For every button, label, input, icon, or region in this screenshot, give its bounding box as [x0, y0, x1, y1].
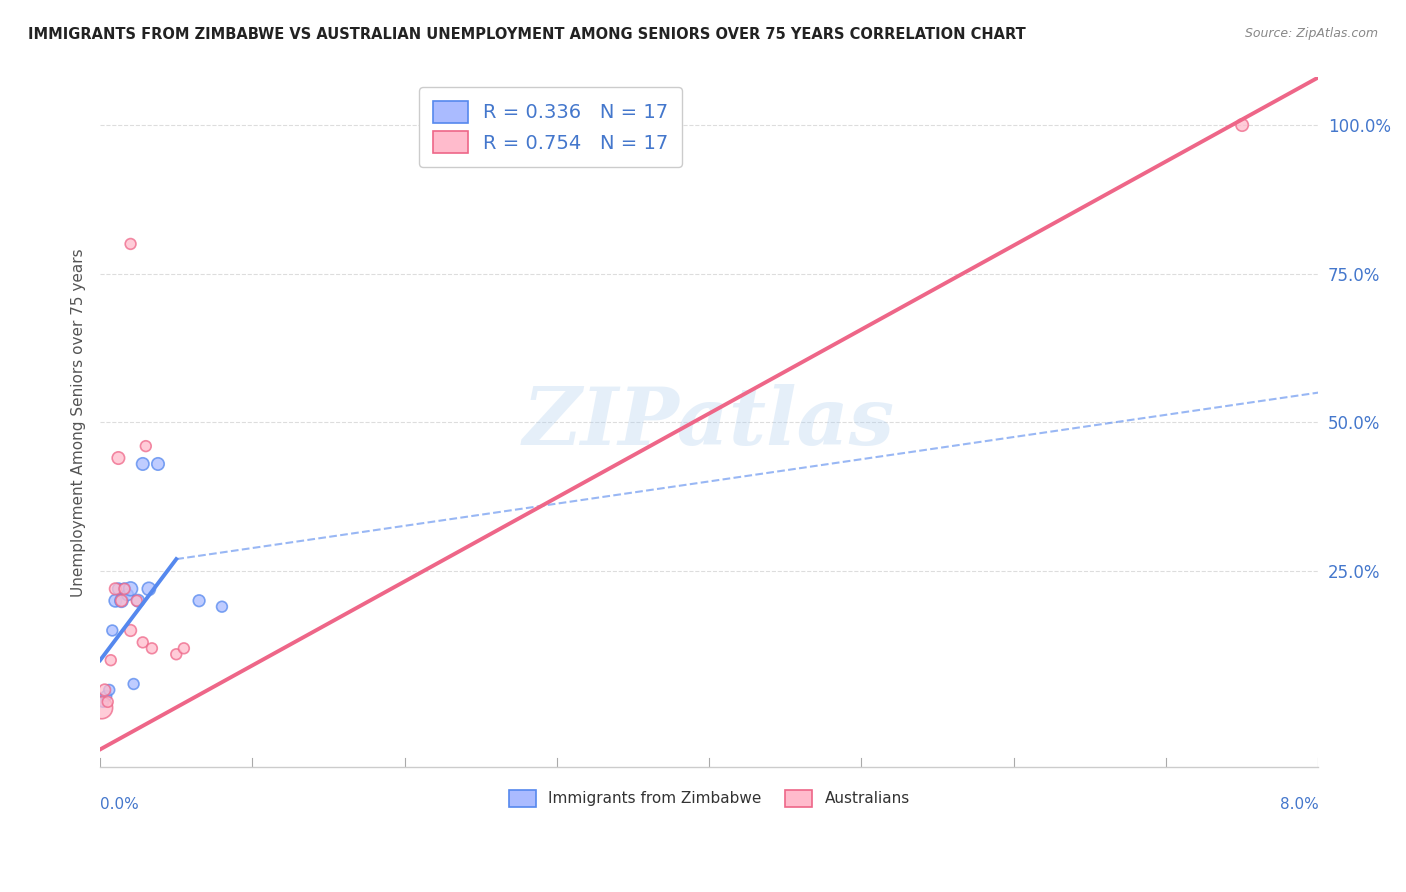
Point	[114, 582, 136, 596]
Point	[211, 599, 233, 614]
Point	[91, 695, 114, 709]
Point	[132, 457, 155, 471]
Point	[110, 593, 132, 607]
Point	[165, 647, 187, 661]
Point	[104, 593, 127, 607]
Point	[138, 582, 160, 596]
Point	[132, 635, 155, 649]
Point	[125, 593, 148, 607]
Y-axis label: Unemployment Among Seniors over 75 years: Unemployment Among Seniors over 75 years	[72, 248, 86, 597]
Point	[107, 450, 129, 465]
Text: 0.0%: 0.0%	[100, 797, 139, 812]
Point	[114, 582, 136, 596]
Point	[101, 624, 124, 638]
Point	[110, 593, 132, 607]
Point	[120, 624, 142, 638]
Text: ZIPatlas: ZIPatlas	[523, 384, 896, 461]
Point	[120, 582, 142, 596]
Point	[90, 700, 112, 714]
Point	[117, 588, 139, 602]
Point	[141, 641, 163, 656]
Point	[97, 695, 120, 709]
Text: IMMIGRANTS FROM ZIMBABWE VS AUSTRALIAN UNEMPLOYMENT AMONG SENIORS OVER 75 YEARS : IMMIGRANTS FROM ZIMBABWE VS AUSTRALIAN U…	[28, 27, 1026, 42]
Point	[188, 593, 211, 607]
Point	[96, 689, 118, 703]
Legend: Immigrants from Zimbabwe, Australians: Immigrants from Zimbabwe, Australians	[501, 782, 917, 814]
Point	[120, 236, 142, 251]
Text: 8.0%: 8.0%	[1279, 797, 1319, 812]
Point	[104, 582, 127, 596]
Point	[98, 682, 121, 697]
Point	[122, 677, 145, 691]
Text: Source: ZipAtlas.com: Source: ZipAtlas.com	[1244, 27, 1378, 40]
Point	[127, 593, 149, 607]
Point	[146, 457, 169, 471]
Point	[135, 439, 157, 453]
Point	[93, 682, 115, 697]
Point	[107, 582, 129, 596]
Point	[100, 653, 122, 667]
Point	[173, 641, 195, 656]
Point	[1230, 118, 1253, 132]
